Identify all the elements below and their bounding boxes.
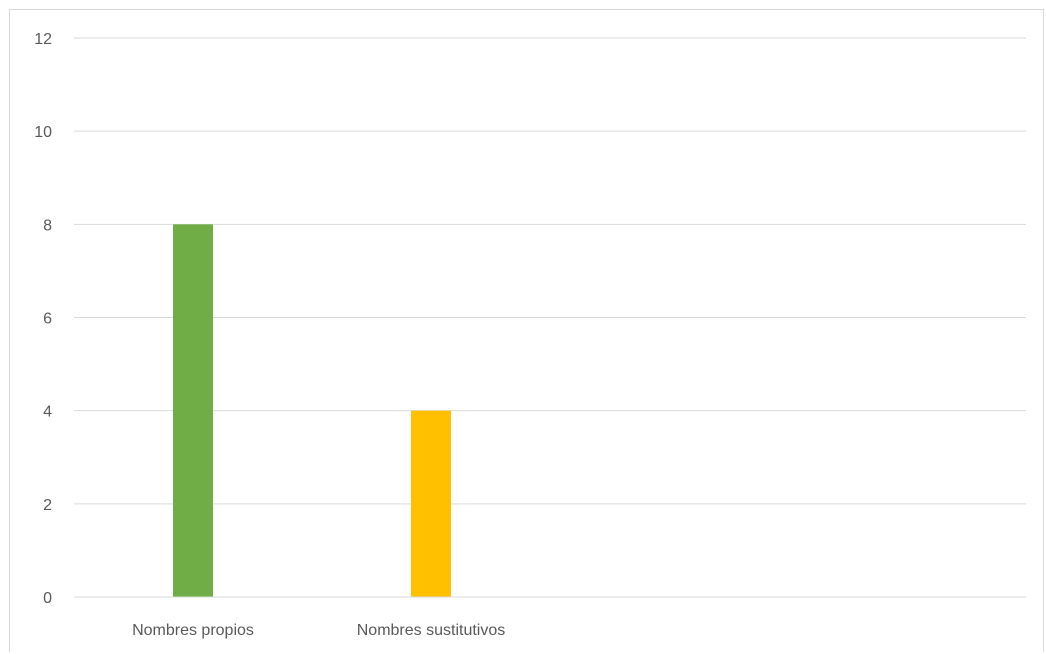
bar-1	[173, 224, 213, 598]
x-tick-label: Nombres propios	[132, 622, 254, 639]
y-tick-label: 8	[43, 217, 52, 234]
x-tick-label: Nombres sustitutivos	[357, 622, 506, 639]
bar-2	[411, 410, 451, 597]
y-axis-tick-labels: 0 2 4 6 8 10 12	[34, 31, 52, 607]
y-tick-label: 4	[43, 404, 52, 421]
bars	[173, 224, 451, 598]
y-tick-label: 2	[43, 497, 52, 514]
y-tick-label: 12	[34, 31, 52, 48]
y-tick-label: 6	[43, 311, 52, 328]
gridlines	[74, 37, 1026, 505]
y-tick-label: 0	[43, 590, 52, 607]
y-tick-label: 10	[34, 124, 52, 141]
x-axis-tick-labels: Nombres propios Nombres sustitutivos	[132, 622, 505, 639]
